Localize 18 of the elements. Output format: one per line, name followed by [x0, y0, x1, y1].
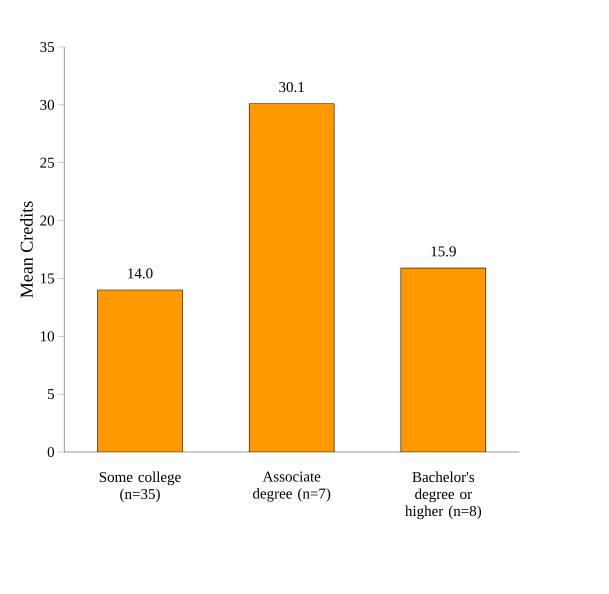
bar [249, 104, 334, 452]
y-tick-label: 35 [40, 42, 54, 52]
bar [400, 268, 486, 452]
data-label: 15.9 [432, 246, 456, 256]
bar [98, 290, 182, 452]
x-tick-label: Bachelor's degree or higher (n=8) [405, 472, 482, 520]
y-tick-label: 15 [40, 273, 54, 284]
y-tick-label: 0 [48, 446, 54, 458]
y-tick-label: 10 [40, 331, 54, 342]
x-tick-label: Associate degree (n=7) [253, 472, 330, 502]
data-label: 14.0 [128, 268, 153, 278]
y-tick-label: 5 [48, 389, 54, 400]
y-tick-label: 20 [40, 216, 54, 226]
data-label: 30.1 [279, 82, 304, 92]
y-axis-title: Mean Credits [20, 201, 33, 298]
y-tick-label: 30 [40, 100, 54, 110]
y-tick-label: 25 [40, 158, 54, 168]
x-tick-label: Some college (n=35) [100, 472, 181, 502]
